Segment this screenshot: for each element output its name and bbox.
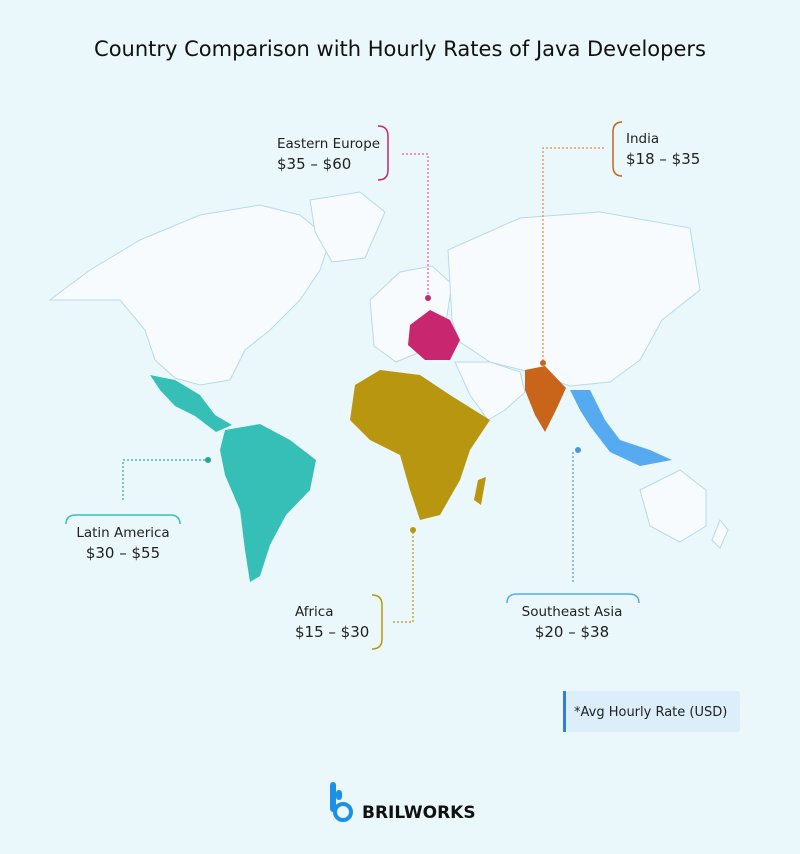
highlighted-regions	[150, 310, 672, 582]
region-india	[525, 366, 566, 432]
region-madagascar	[474, 477, 486, 505]
brand-logo: BRILWORKS	[330, 782, 476, 823]
region-name: Southeast Asia	[522, 604, 623, 620]
world-map	[48, 191, 729, 549]
callout-india: India $18 – $35	[540, 121, 700, 366]
region-latin-america	[220, 424, 316, 582]
region-eastern-europe	[408, 310, 460, 360]
region-name: India	[626, 131, 659, 147]
note: *Avg Hourly Rate (USD)	[574, 705, 727, 720]
callout-africa: Africa $15 – $30	[295, 527, 416, 650]
title: Country Comparison with Hourly Rates of …	[94, 37, 706, 61]
region-name: Eastern Europe	[277, 136, 380, 152]
region-range: $18 – $35	[626, 150, 700, 168]
region-latin-america-north	[150, 375, 232, 432]
callout-southeast-asia: Southeast Asia $20 – $38	[506, 447, 640, 641]
region-name: Africa	[295, 604, 334, 620]
region-range: $20 – $38	[535, 623, 609, 641]
region-range: $15 – $30	[295, 623, 369, 641]
callout-eastern-europe: Eastern Europe $35 – $60	[277, 125, 431, 301]
note-box: *Avg Hourly Rate (USD)	[563, 691, 740, 732]
region-range: $35 – $60	[277, 155, 351, 173]
callout-latin-america: Latin America $30 – $55	[65, 457, 211, 562]
region-africa	[350, 370, 490, 520]
brand: BRILWORKS	[362, 803, 476, 823]
region-name: Latin America	[76, 525, 169, 541]
region-range: $30 – $55	[86, 544, 160, 562]
region-southeast-asia	[570, 390, 672, 466]
